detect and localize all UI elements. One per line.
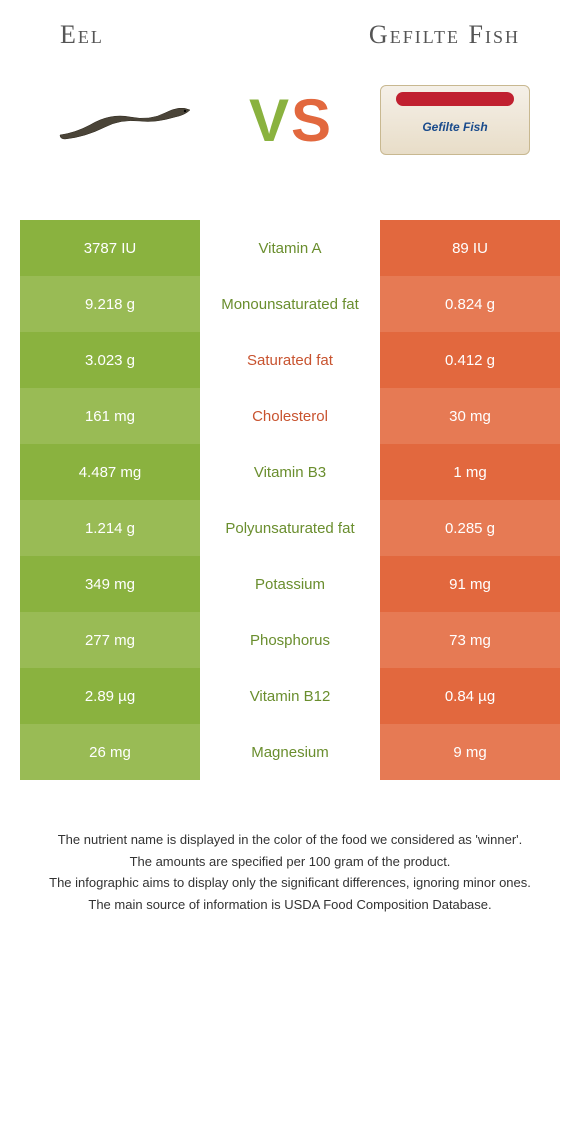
table-row: 26 mgMagnesium9 mg (20, 724, 560, 780)
table-row: 349 mgPotassium91 mg (20, 556, 560, 612)
right-value-cell: 0.285 g (380, 500, 560, 556)
left-value-cell: 4.487 mg (20, 444, 200, 500)
nutrient-name-cell: Magnesium (200, 724, 380, 780)
nutrient-name-cell: Cholesterol (200, 388, 380, 444)
left-value-cell: 26 mg (20, 724, 200, 780)
nutrient-name-cell: Vitamin A (200, 220, 380, 276)
left-value-cell: 277 mg (20, 612, 200, 668)
footnote-line: The amounts are specified per 100 gram o… (30, 852, 550, 872)
left-value-cell: 161 mg (20, 388, 200, 444)
gefilte-fish-package-icon: Gefilte Fish (380, 85, 530, 155)
right-value-cell: 30 mg (380, 388, 560, 444)
vs-label: VS (249, 86, 331, 155)
right-value-cell: 73 mg (380, 612, 560, 668)
left-value-cell: 2.89 µg (20, 668, 200, 724)
right-value-cell: 0.84 µg (380, 668, 560, 724)
left-value-cell: 3.023 g (20, 332, 200, 388)
nutrient-name-cell: Vitamin B3 (200, 444, 380, 500)
footnotes: The nutrient name is displayed in the co… (20, 830, 560, 914)
right-value-cell: 0.412 g (380, 332, 560, 388)
left-food-image (50, 80, 200, 160)
vs-s: S (291, 86, 331, 155)
right-food-title: Gefilte Fish (369, 20, 520, 50)
table-row: 4.487 mgVitamin B31 mg (20, 444, 560, 500)
right-value-cell: 0.824 g (380, 276, 560, 332)
header: Eel Gefilte Fish (20, 20, 560, 50)
right-food-image: Gefilte Fish (380, 80, 530, 160)
footnote-line: The nutrient name is displayed in the co… (30, 830, 550, 850)
left-food-title: Eel (60, 20, 104, 50)
nutrient-name-cell: Monounsaturated fat (200, 276, 380, 332)
table-row: 2.89 µgVitamin B120.84 µg (20, 668, 560, 724)
table-row: 3.023 gSaturated fat0.412 g (20, 332, 560, 388)
footnote-line: The infographic aims to display only the… (30, 873, 550, 893)
left-value-cell: 9.218 g (20, 276, 200, 332)
table-row: 161 mgCholesterol30 mg (20, 388, 560, 444)
table-row: 1.214 gPolyunsaturated fat0.285 g (20, 500, 560, 556)
right-value-cell: 91 mg (380, 556, 560, 612)
nutrient-name-cell: Saturated fat (200, 332, 380, 388)
left-value-cell: 1.214 g (20, 500, 200, 556)
vs-v: V (249, 86, 289, 155)
nutrient-name-cell: Vitamin B12 (200, 668, 380, 724)
right-value-cell: 1 mg (380, 444, 560, 500)
right-value-cell: 89 IU (380, 220, 560, 276)
nutrient-name-cell: Phosphorus (200, 612, 380, 668)
package-text: Gefilte Fish (422, 120, 487, 134)
table-row: 3787 IUVitamin A89 IU (20, 220, 560, 276)
left-value-cell: 349 mg (20, 556, 200, 612)
nutrient-name-cell: Potassium (200, 556, 380, 612)
right-value-cell: 9 mg (380, 724, 560, 780)
nutrient-name-cell: Polyunsaturated fat (200, 500, 380, 556)
table-row: 277 mgPhosphorus73 mg (20, 612, 560, 668)
images-row: VS Gefilte Fish (20, 80, 560, 160)
table-row: 9.218 gMonounsaturated fat0.824 g (20, 276, 560, 332)
nutrient-comparison-table: 3787 IUVitamin A89 IU9.218 gMonounsatura… (20, 220, 560, 780)
left-value-cell: 3787 IU (20, 220, 200, 276)
footnote-line: The main source of information is USDA F… (30, 895, 550, 915)
eel-icon (55, 95, 195, 145)
